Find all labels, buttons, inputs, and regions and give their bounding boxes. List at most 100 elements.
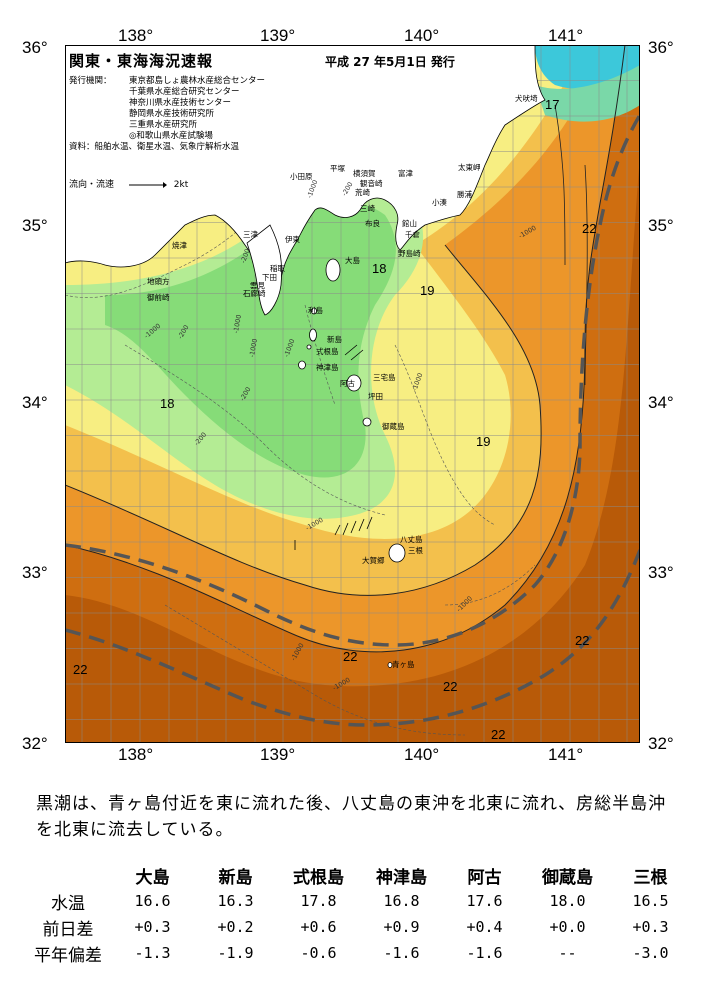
table-cell: -1.6 xyxy=(383,944,420,962)
place-mera: 布良 xyxy=(365,219,380,228)
flow-legend-speed: 2kt xyxy=(173,180,189,190)
table-row: 平年偏差 -1.3 -1.9 -0.6 -1.6 -1.6 -- -3.0 xyxy=(25,940,692,966)
place-nankai: 雲見 xyxy=(250,281,265,290)
lon-label-140-bottom: 140° xyxy=(404,745,440,764)
table-col-header: 御蔵島 xyxy=(542,867,593,888)
table-cell: -1.9 xyxy=(217,944,254,962)
place-chikura: 千倉 xyxy=(405,230,420,239)
place-nojimazaki: 野島崎 xyxy=(398,249,421,258)
isotherm-label: 17 xyxy=(545,97,560,112)
place-omaezaki: 御前崎 xyxy=(147,293,170,302)
table-cell: +0.6 xyxy=(300,918,337,936)
island-miyakejima xyxy=(346,374,362,392)
lon-label-141-top: 141° xyxy=(548,26,584,45)
lat-label-36-left: 36° xyxy=(22,38,48,57)
lon-label-140-top: 140° xyxy=(404,26,440,45)
isotherm-label: 19 xyxy=(420,283,435,298)
sea-band-cold-green xyxy=(535,65,640,122)
place-miyakejima: 三宅島 xyxy=(373,373,396,382)
lat-label-34-right: 34° xyxy=(648,393,674,412)
lat-label-35-left: 35° xyxy=(22,216,48,235)
place-mitohama: 三津 xyxy=(243,230,258,239)
table-col-header: 阿古 xyxy=(467,867,502,888)
lat-label-32-left: 32° xyxy=(22,734,48,753)
land-kanto xyxy=(65,45,546,306)
isotherm-contours xyxy=(65,45,626,653)
place-yokosuka: 横須賀 xyxy=(353,169,376,178)
isotherm-label: 22 xyxy=(443,679,458,694)
place-futtsu: 富津 xyxy=(398,169,413,178)
place-shikinejima: 式根島 xyxy=(316,347,339,356)
island-oshima xyxy=(325,258,341,282)
lon-label-139-bottom: 139° xyxy=(260,745,296,764)
org-item: 静岡県水産技術研究所 xyxy=(129,109,215,119)
table-cell: +0.4 xyxy=(466,918,503,936)
org-item: ◎和歌山県水産試験場 xyxy=(129,131,213,141)
place-odawara: 小田原 xyxy=(290,172,313,181)
place-miura: 三崎 xyxy=(360,204,375,213)
lat-label-36-right: 36° xyxy=(648,38,674,57)
flow-legend: 流向・流速 2kt xyxy=(69,177,188,190)
water-temperature-table: 大島 新島 式根島 神津島 阿古 御蔵島 三根 水温 16.6 16.3 17.… xyxy=(25,862,692,966)
place-niijima: 新島 xyxy=(327,335,342,344)
flow-legend-label: 流向・流速 xyxy=(69,180,115,190)
map-canvas xyxy=(65,45,640,743)
sea-temperature-map xyxy=(65,45,640,743)
lat-label-34-left: 34° xyxy=(22,393,48,412)
place-mitsune: 三根 xyxy=(408,546,423,555)
place-oshima: 大島 xyxy=(345,256,360,265)
table-cell: 16.5 xyxy=(632,892,669,910)
issue-date: 平成 27 年5月1日 発行 xyxy=(325,55,455,69)
lat-label-35-right: 35° xyxy=(648,216,674,235)
island-shikinejima xyxy=(306,344,312,350)
org-item: 三重県水産研究所 xyxy=(129,120,198,130)
lon-label-141-bottom: 141° xyxy=(548,745,584,764)
table-col-header: 三根 xyxy=(633,867,668,888)
place-izu: 伊東 xyxy=(285,235,300,244)
table-cell: 16.3 xyxy=(217,892,254,910)
place-hirazuka: 平塚 xyxy=(330,164,345,173)
isotherm-label: 22 xyxy=(343,649,358,664)
place-tsubota: 坪田 xyxy=(368,392,383,401)
map-title: 関東・東海海況速報 xyxy=(69,52,214,70)
table-cell: 18.0 xyxy=(549,892,586,910)
place-hachijojima: 八丈島 xyxy=(400,535,423,544)
place-okago: 大賀郷 xyxy=(362,556,385,565)
isotherm-label: 22 xyxy=(582,221,597,236)
place-inatori: 稲取 xyxy=(270,264,285,273)
place-yaizu: 焼津 xyxy=(172,241,187,250)
table-cell: +0.2 xyxy=(217,918,254,936)
place-jigata: 地頭方 xyxy=(147,277,170,286)
lon-label-138-top: 138° xyxy=(118,26,154,45)
place-mikurajima: 御蔵島 xyxy=(382,422,405,431)
table-cell: 17.6 xyxy=(466,892,503,910)
isotherm-label: 19 xyxy=(476,434,491,449)
sea-band-green xyxy=(105,202,396,478)
table-col-header: 大島 xyxy=(135,867,170,888)
place-ako: 阿古 xyxy=(340,379,355,388)
place-toshima: 利島 xyxy=(308,306,323,315)
arrow-right-icon xyxy=(128,181,167,188)
place-arasaki: 荒崎 xyxy=(355,188,370,197)
table-header-row: 大島 新島 式根島 神津島 阿古 御蔵島 三根 xyxy=(25,862,692,888)
place-aogashima: 青ヶ島 xyxy=(392,660,415,669)
isotherm-label: 18 xyxy=(160,396,175,411)
place-katsuura: 勝浦 xyxy=(457,190,472,199)
kuroshio-axis xyxy=(65,114,640,727)
table-cell: -1.6 xyxy=(466,944,503,962)
island-mikurajima xyxy=(362,417,372,427)
place-shimoda: 下田 xyxy=(262,273,277,282)
place-kannonzaki: 観音崎 xyxy=(360,179,383,188)
org-item: 千葉県水産総合研究センター xyxy=(129,87,240,97)
map-frame xyxy=(65,45,640,743)
summary-text: 黒潮は、青ヶ島付近を東に流れた後、八丈島の東沖を北東に流れ、房総半島沖を北東に流… xyxy=(36,794,667,840)
table-row: 水温 16.6 16.3 17.8 16.8 17.6 18.0 16.5 xyxy=(25,888,692,914)
table-cell: -- xyxy=(558,944,577,962)
depth-contours xyxy=(65,204,536,736)
place-kozushima: 神津島 xyxy=(316,363,339,372)
table-col-header: 新島 xyxy=(218,867,253,888)
place-inubosaki: 犬吠埼 xyxy=(515,94,538,103)
table-cell: +0.0 xyxy=(549,918,586,936)
table-row-label: 前日差 xyxy=(42,919,94,940)
table-cell: 17.8 xyxy=(300,892,337,910)
